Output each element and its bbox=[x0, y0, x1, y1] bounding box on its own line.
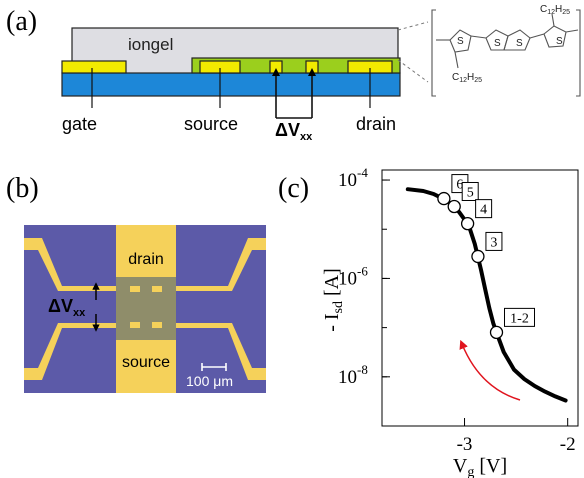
micrograph-source-pad bbox=[116, 340, 176, 393]
probe-tab-top-left bbox=[130, 286, 140, 292]
probe-electrode-right bbox=[305, 60, 319, 74]
micrograph-drain-pad bbox=[116, 225, 176, 277]
substrate bbox=[61, 72, 401, 97]
point-label-box-5 bbox=[461, 181, 479, 201]
data-point-4 bbox=[460, 216, 475, 231]
micrograph-delta-label: ΔVxx bbox=[48, 296, 86, 319]
sulfur-atom-4: S bbox=[556, 36, 563, 47]
thienothiophene-ring-b bbox=[503, 29, 531, 51]
molecule-labels: S S S S C12H25 C12H25 bbox=[452, 4, 570, 84]
x-tick-label: -2 bbox=[560, 434, 576, 455]
micrograph-probe-leads bbox=[24, 238, 266, 380]
point-label-1-2: 1-2 bbox=[510, 311, 529, 326]
panel-c-label: (c) bbox=[278, 173, 309, 204]
callout-line-bottom bbox=[397, 59, 429, 83]
thiophene-ring-right bbox=[543, 25, 567, 48]
bracket-right bbox=[576, 9, 581, 97]
gate-label: gate bbox=[62, 114, 97, 134]
drain-label: drain bbox=[356, 114, 396, 134]
y-tick-label: 10-8 bbox=[338, 362, 368, 388]
panel-a-label: (a) bbox=[6, 6, 37, 37]
sulfur-atom-3: S bbox=[516, 38, 523, 49]
gate-electrode bbox=[61, 60, 127, 74]
point-label-box-3 bbox=[485, 231, 503, 251]
point-label-box-1-2 bbox=[504, 307, 536, 327]
data-point-6 bbox=[437, 191, 451, 206]
probe-tab-top-right bbox=[152, 286, 162, 292]
probe-tab-bottom-right bbox=[152, 322, 162, 328]
point-label-6: 6 bbox=[456, 178, 463, 193]
micrograph-drain-label: drain bbox=[128, 251, 164, 268]
probe-lead-bottom-right bbox=[176, 323, 266, 380]
bracket-left bbox=[431, 9, 436, 97]
y-axis-label: - Isd [A] bbox=[321, 268, 346, 332]
sulfur-atom-2: S bbox=[494, 38, 501, 49]
data-point-3 bbox=[471, 249, 485, 264]
point-label-box-4 bbox=[475, 199, 493, 219]
callout-line-top bbox=[397, 21, 429, 31]
point-label-3: 3 bbox=[490, 235, 497, 250]
panel-b: (b) drain source ΔVxx 100 μm bbox=[6, 173, 266, 393]
probe-electrode-left bbox=[269, 60, 283, 74]
measurement-points: 654 3 1-2 bbox=[437, 174, 536, 340]
point-label-5: 5 bbox=[467, 185, 474, 200]
probe-lead-top-left bbox=[24, 238, 116, 291]
data-point-5 bbox=[447, 199, 461, 214]
probe-lead-top-right bbox=[176, 238, 266, 291]
data-point-1-2 bbox=[489, 325, 504, 340]
point-label-4: 4 bbox=[480, 203, 487, 218]
iongel-label: iongel bbox=[128, 35, 173, 54]
plot-frame bbox=[381, 169, 579, 427]
probe-tab-bottom-left bbox=[130, 322, 140, 328]
delta-vxx-label: ΔVxx bbox=[275, 120, 313, 143]
bond-ring-2-3 bbox=[529, 33, 545, 39]
pbttt-molecule-structure bbox=[431, 9, 581, 97]
side-chain-bottom-label: C12H25 bbox=[452, 72, 482, 84]
x-tick-label: -3 bbox=[457, 434, 473, 455]
panel-a: (a) iongel gate source ΔVxx drain bbox=[6, 4, 581, 143]
panel-b-label: (b) bbox=[6, 173, 39, 204]
y-tick-label: 10-6 bbox=[338, 263, 368, 289]
axis-ticks bbox=[382, 179, 569, 427]
micrograph-source-label: source bbox=[122, 354, 170, 371]
sweep-direction-arrow bbox=[459, 339, 521, 401]
probe-lead-bottom-left bbox=[24, 323, 116, 380]
scale-bar-label: 100 μm bbox=[186, 373, 233, 389]
side-chain-top-label: C12H25 bbox=[540, 4, 570, 16]
bond-ring-1-2 bbox=[470, 35, 487, 39]
y-tick-label: 10-4 bbox=[338, 165, 368, 191]
sulfur-atom-1: S bbox=[457, 36, 464, 47]
bond-side-chain-top bbox=[551, 13, 555, 27]
source-label: source bbox=[184, 114, 238, 134]
bond-right-chain bbox=[565, 29, 579, 33]
transfer-curve-line bbox=[405, 187, 568, 403]
x-axis-label: Vg [V] bbox=[453, 455, 507, 478]
bond-side-chain-bottom bbox=[454, 51, 459, 69]
y-tick-labels: 10-8 10-6 10-4 bbox=[338, 165, 368, 388]
x-tick-labels: -3 -2 bbox=[457, 434, 576, 455]
thiophene-ring-left bbox=[449, 29, 472, 53]
